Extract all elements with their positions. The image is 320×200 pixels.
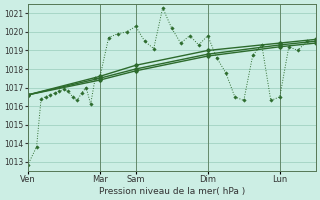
X-axis label: Pression niveau de la mer( hPa ): Pression niveau de la mer( hPa ): [99, 187, 245, 196]
